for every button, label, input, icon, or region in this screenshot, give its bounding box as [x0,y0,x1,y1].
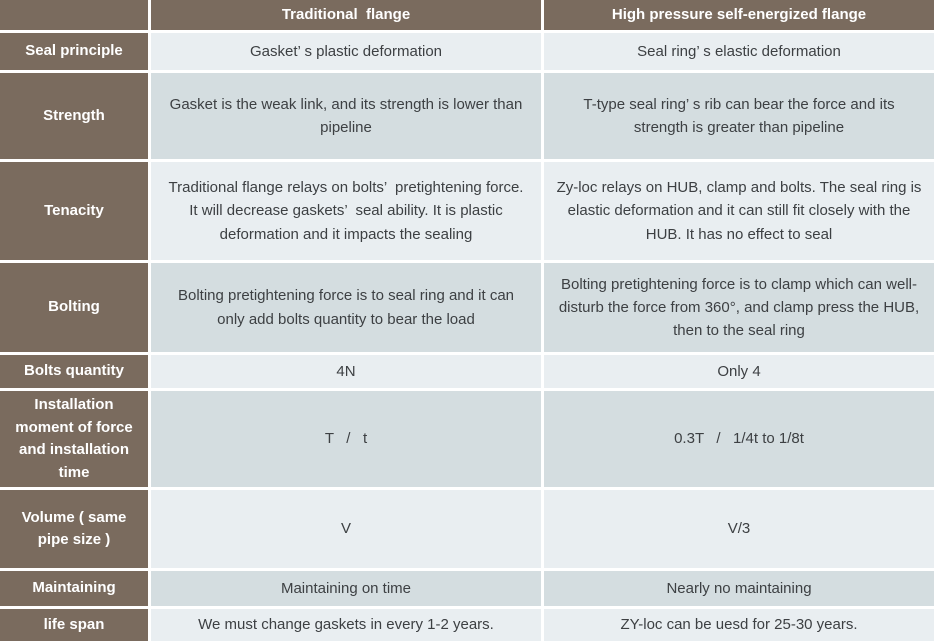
row-header-seal-principle: Seal principle [0,33,148,70]
row-header-strength: Strength [0,73,148,159]
cell-strength-high-pressure: T-type seal ring’ s rib can bear the for… [544,73,934,159]
cell-volume-traditional: V [151,490,541,568]
row-header-life-span: life span [0,609,148,641]
row-header-bolting: Bolting [0,263,148,352]
cell-maintaining-high-pressure: Nearly no maintaining [544,571,934,606]
cell-volume-high-pressure: V/3 [544,490,934,568]
cell-life-span-traditional: We must change gaskets in every 1-2 year… [151,609,541,641]
cell-bolts-quantity-traditional: 4N [151,355,541,388]
cell-bolts-quantity-high-pressure: Only 4 [544,355,934,388]
column-header-traditional-flange: Traditional flange [151,0,541,30]
cell-installation-moment-traditional: T / t [151,391,541,487]
cell-seal-principle-traditional: Gasket’ s plastic deformation [151,33,541,70]
row-header-tenacity: Tenacity [0,162,148,260]
cell-tenacity-high-pressure: Zy-loc relays on HUB, clamp and bolts. T… [544,162,934,260]
cell-life-span-high-pressure: ZY-loc can be uesd for 25-30 years. [544,609,934,641]
cell-tenacity-traditional: Traditional flange relays on bolts’ pret… [151,162,541,260]
cell-strength-traditional: Gasket is the weak link, and its strengt… [151,73,541,159]
row-header-bolts-quantity: Bolts quantity [0,355,148,388]
cell-bolting-high-pressure: Bolting pretightening force is to clamp … [544,263,934,352]
row-header-volume: Volume ( same pipe size ) [0,490,148,568]
cell-installation-moment-high-pressure: 0.3T / 1/4t to 1/8t [544,391,934,487]
row-header-maintaining: Maintaining [0,571,148,606]
row-header-installation-moment: Installation moment of force and install… [0,391,148,487]
cell-maintaining-traditional: Maintaining on time [151,571,541,606]
cell-bolting-traditional: Bolting pretightening force is to seal r… [151,263,541,352]
cell-seal-principle-high-pressure: Seal ring’ s elastic deformation [544,33,934,70]
column-header-high-pressure-flange: High pressure self-energized flange [544,0,934,30]
corner-header-cell [0,0,148,30]
